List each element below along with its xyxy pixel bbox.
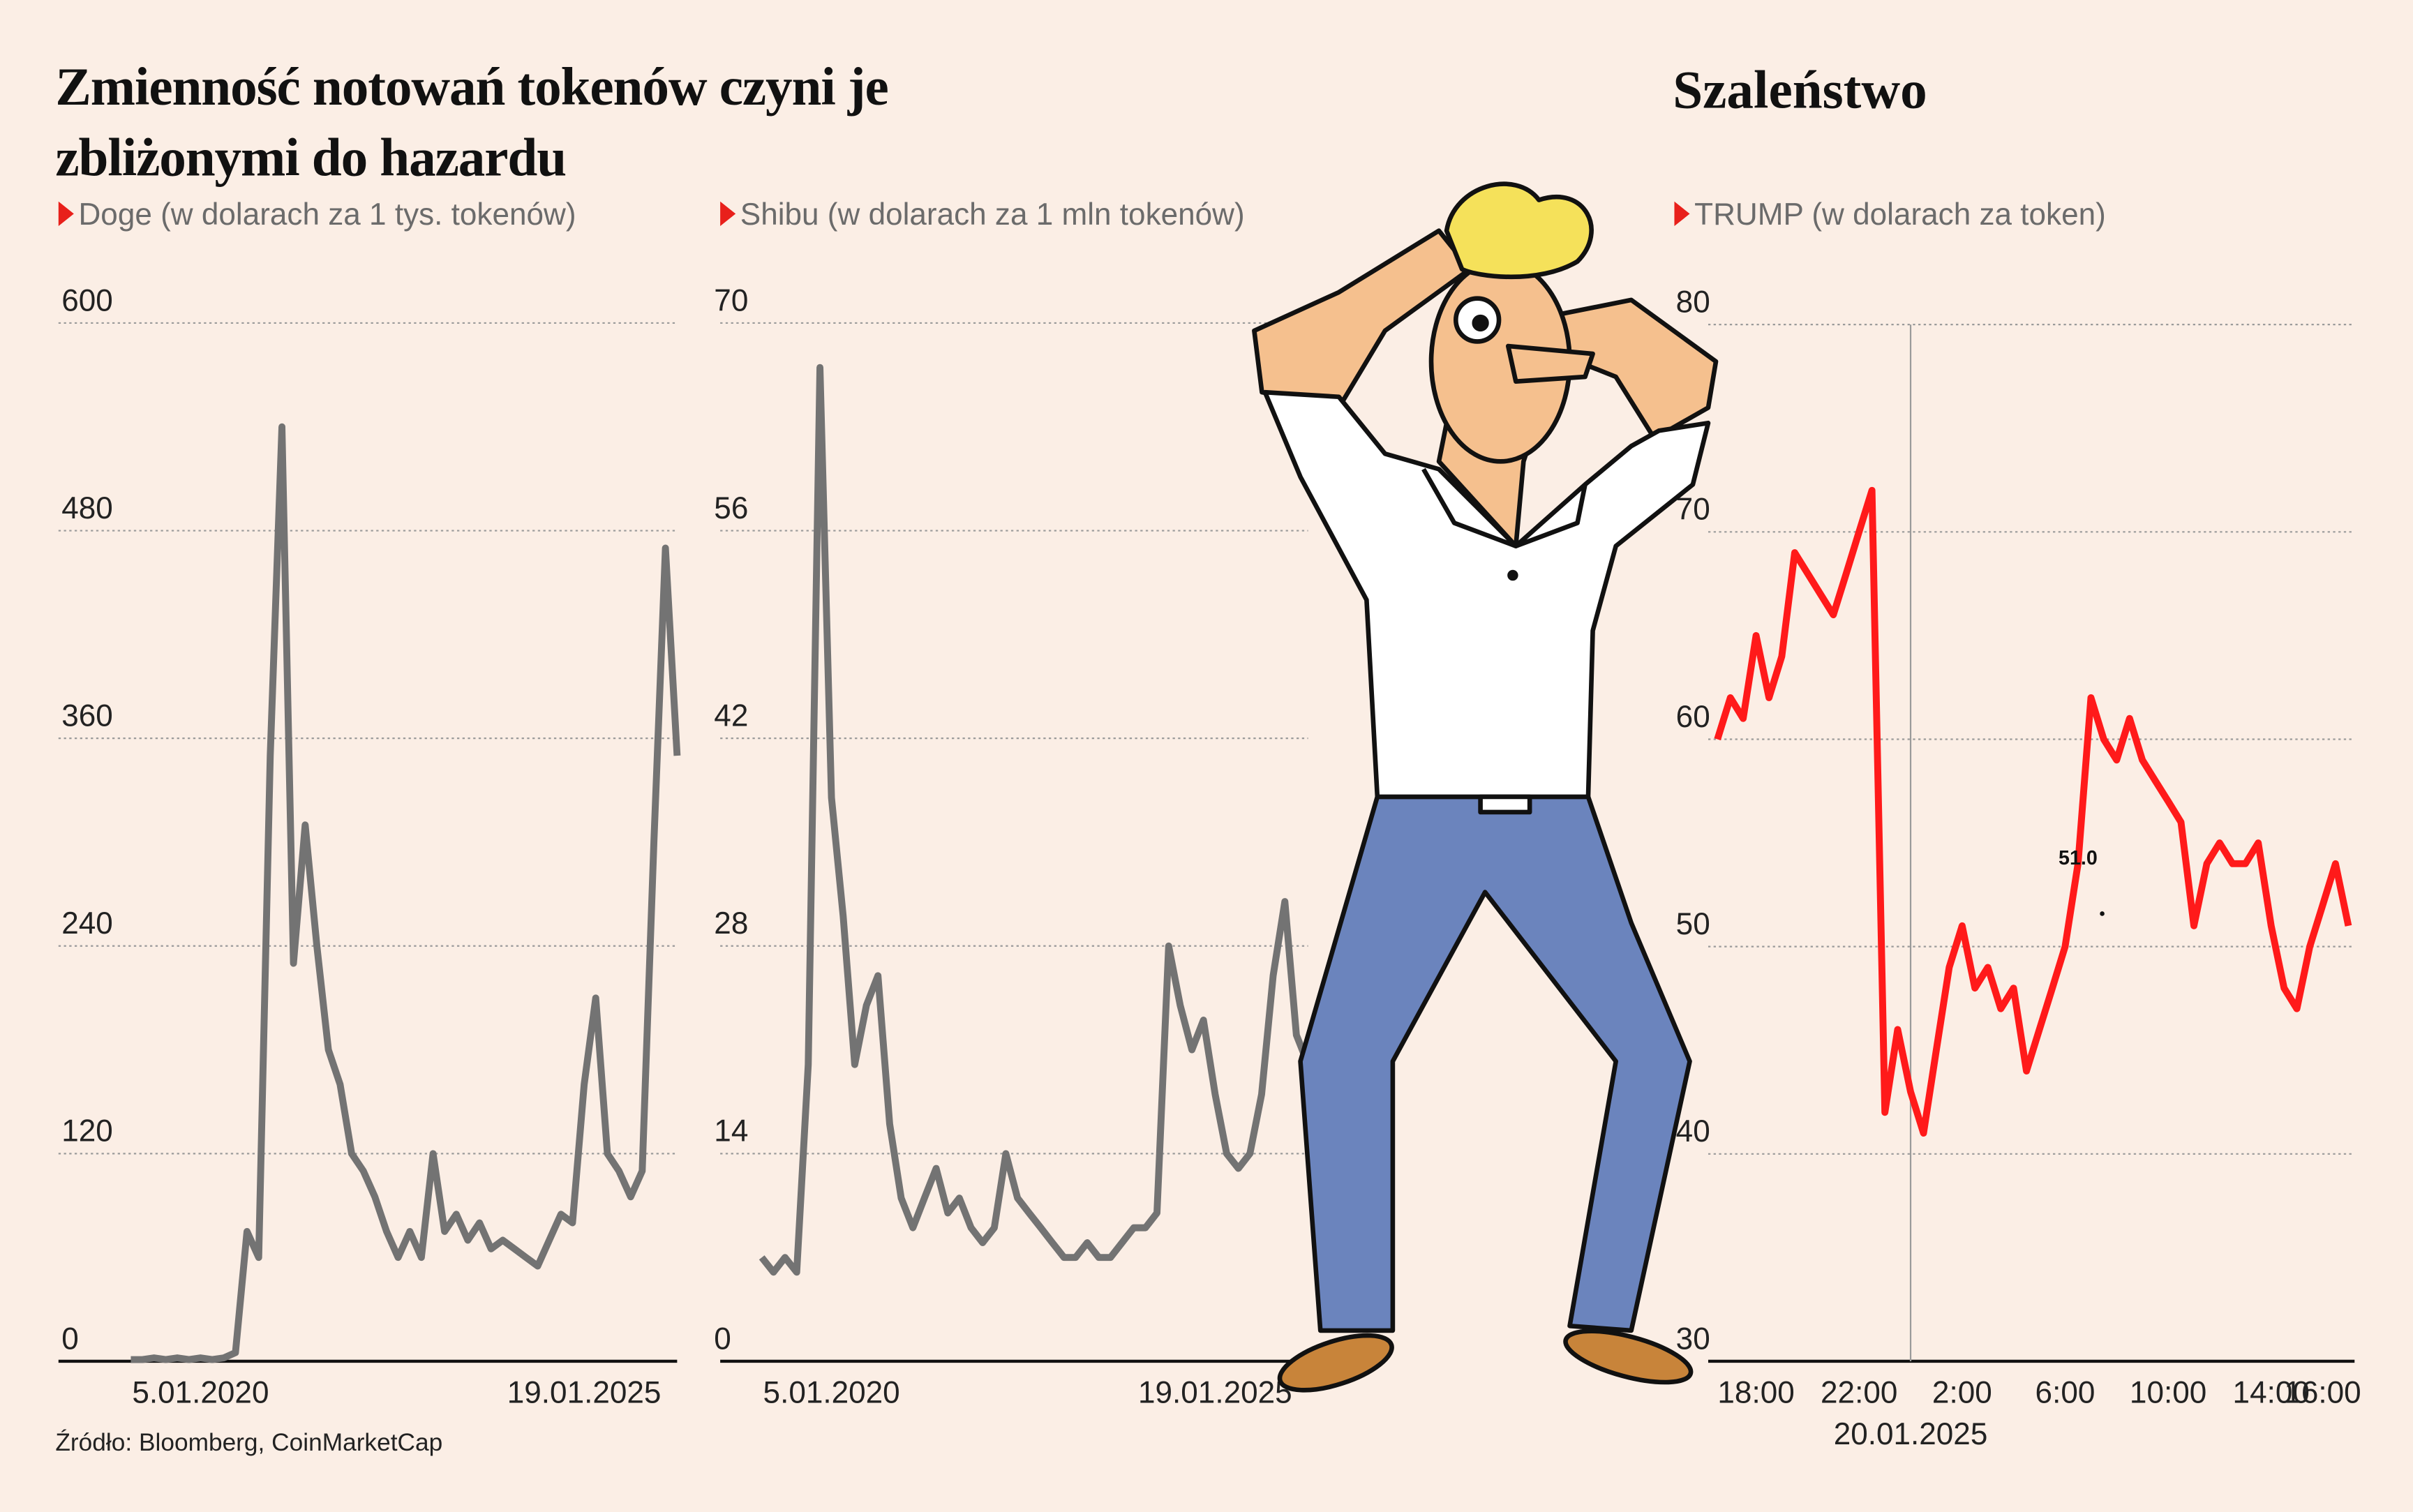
x-tick-label: 16:00 [2284,1376,2361,1410]
y-tick-label: 30 [1676,1322,1710,1356]
annotation: 51.0 [2059,847,2098,869]
y-tick-label: 120 [61,1114,113,1148]
marker [720,201,736,227]
chart-subtitle: Shibu (w dolarach za 1 mln tokenów) [740,197,1245,232]
date-label: 20.01.2025 [1834,1417,1988,1451]
y-tick-label: 50 [1676,907,1710,941]
x-tick-label: 14:00 [2233,1376,2310,1410]
x-tick-label: 5.01.2020 [763,1376,900,1410]
x-tick-label: 22:00 [1821,1376,1897,1410]
chart-subtitle: TRUMP (w dolarach za token) [1694,197,2106,232]
y-tick-label: 240 [61,906,113,941]
data-line [1714,486,2352,1137]
y-tick-label: 40 [1676,1114,1710,1148]
y-tick-label: 14 [714,1114,748,1148]
chart-title: Szaleństwo [1673,59,1927,119]
page-title: Zmienność notowań tokenów czyni je zbliż… [55,57,888,188]
y-tick-label: 480 [61,491,113,525]
x-tick-label: 6:00 [2035,1376,2096,1410]
x-tick-label: 19.01.2025 [1138,1376,1292,1410]
marker [1674,201,1690,227]
y-tick-label: 0 [61,1322,79,1356]
y-tick-label: 0 [714,1322,731,1356]
illustration [1252,181,1719,1393]
y-tick-label: 56 [714,491,748,525]
chart-subtitle: Doge (w dolarach za 1 tys. tokenów) [78,197,576,232]
x-tick-label: 5.01.2020 [132,1376,269,1410]
y-tick-label: 60 [1676,700,1710,734]
y-tick-label: 360 [61,699,113,733]
y-tick-label: 70 [714,283,748,317]
y-tick-label: 600 [61,283,113,317]
x-tick-label: 18:00 [1717,1376,1794,1410]
data-line [759,364,1312,1276]
x-tick-label: 19.01.2025 [507,1376,662,1410]
y-tick-label: 70 [1676,493,1710,527]
y-tick-label: 42 [714,699,748,733]
x-tick-label: 2:00 [1932,1376,1992,1410]
annotation-dot [2100,911,2105,916]
source: Źródło: Bloomberg, CoinMarketCap [55,1429,442,1456]
marker [58,201,74,227]
y-tick-label: 28 [714,906,748,941]
x-tick-label: 10:00 [2130,1376,2206,1410]
y-tick-label: 80 [1676,285,1710,320]
data-line [130,423,681,1363]
